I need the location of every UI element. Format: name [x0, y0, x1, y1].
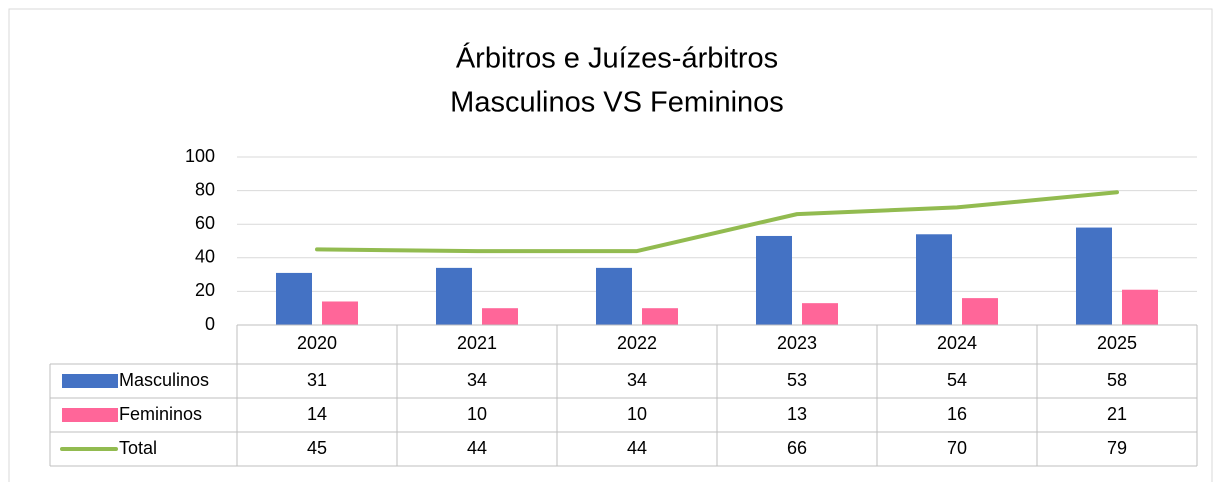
- x-tick-label: 2020: [297, 333, 337, 353]
- line: [315, 190, 1119, 254]
- table-value: 10: [467, 404, 487, 424]
- bar: [802, 303, 838, 325]
- bar: [322, 301, 358, 325]
- table-value: 34: [467, 370, 487, 390]
- table-value: 31: [307, 370, 327, 390]
- table-value: 21: [1107, 404, 1127, 424]
- bar: [1122, 289, 1158, 325]
- chart-title: Masculinos VS Femininos: [450, 87, 784, 119]
- legend-key: [62, 408, 118, 422]
- table-value: 79: [1107, 438, 1127, 458]
- table-value: 70: [947, 438, 967, 458]
- table-value: 45: [307, 438, 327, 458]
- x-tick-label: 2023: [777, 333, 817, 353]
- bar: [756, 235, 792, 325]
- table-value: 10: [627, 404, 647, 424]
- table-value: 58: [1107, 370, 1127, 390]
- y-tick-label: 80: [195, 179, 215, 199]
- chart-title: Árbitros e Juízes-árbitros: [456, 42, 778, 75]
- x-tick-label: 2025: [1097, 333, 1137, 353]
- y-tick-label: 100: [185, 146, 215, 166]
- bar: [436, 267, 472, 325]
- table-value: 44: [467, 438, 487, 458]
- bar: [276, 272, 312, 325]
- bar: [596, 267, 632, 325]
- legend-label: Masculinos: [119, 370, 209, 390]
- bar: [1076, 227, 1112, 325]
- bar: [916, 234, 952, 325]
- table-value: 16: [947, 404, 967, 424]
- y-tick-label: 40: [195, 247, 215, 267]
- bar: [642, 308, 678, 325]
- y-tick-label: 60: [195, 213, 215, 233]
- x-tick-label: 2022: [617, 333, 657, 353]
- x-tick-label: 2021: [457, 333, 497, 353]
- chart-border: [8, 8, 1213, 482]
- legend-label: Femininos: [119, 404, 202, 424]
- table-value: 53: [787, 370, 807, 390]
- y-tick-label: 0: [205, 314, 215, 334]
- table-value: 14: [307, 404, 327, 424]
- x-tick-label: 2024: [937, 333, 977, 353]
- table-value: 34: [627, 370, 647, 390]
- bar: [962, 298, 998, 325]
- table-value: 13: [787, 404, 807, 424]
- legend-key: [62, 374, 118, 388]
- y-tick-label: 20: [195, 280, 215, 300]
- table-value: 66: [787, 438, 807, 458]
- bar: [482, 308, 518, 325]
- table-value: 44: [627, 438, 647, 458]
- table-value: 54: [947, 370, 967, 390]
- legend-label: Total: [119, 438, 157, 458]
